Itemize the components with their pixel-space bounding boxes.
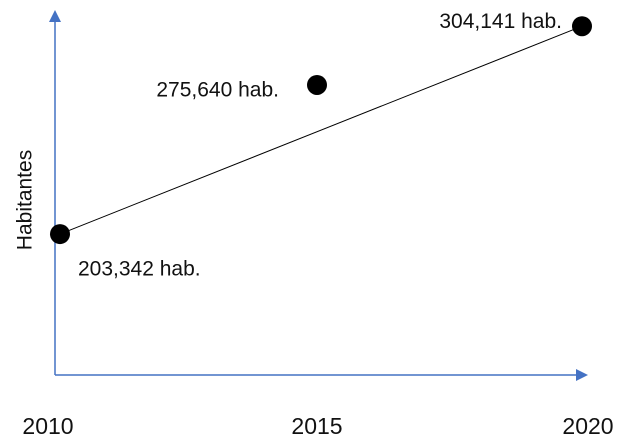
y-axis-label: Habitantes [14, 150, 37, 250]
x-tick-label: 2015 [291, 413, 342, 439]
y-axis-arrow [49, 10, 61, 22]
data-point [50, 224, 70, 245]
data-point [572, 16, 592, 37]
data-label: 203,342 hab. [78, 258, 201, 281]
data-point [307, 74, 327, 95]
x-axis-arrow [576, 369, 588, 381]
data-label: 304,141 hab. [439, 10, 562, 33]
trend-line [59, 25, 583, 235]
x-tick-label: 2020 [562, 413, 613, 439]
data-label: 275,640 hab. [156, 79, 279, 102]
x-tick-label: 2010 [22, 413, 73, 439]
